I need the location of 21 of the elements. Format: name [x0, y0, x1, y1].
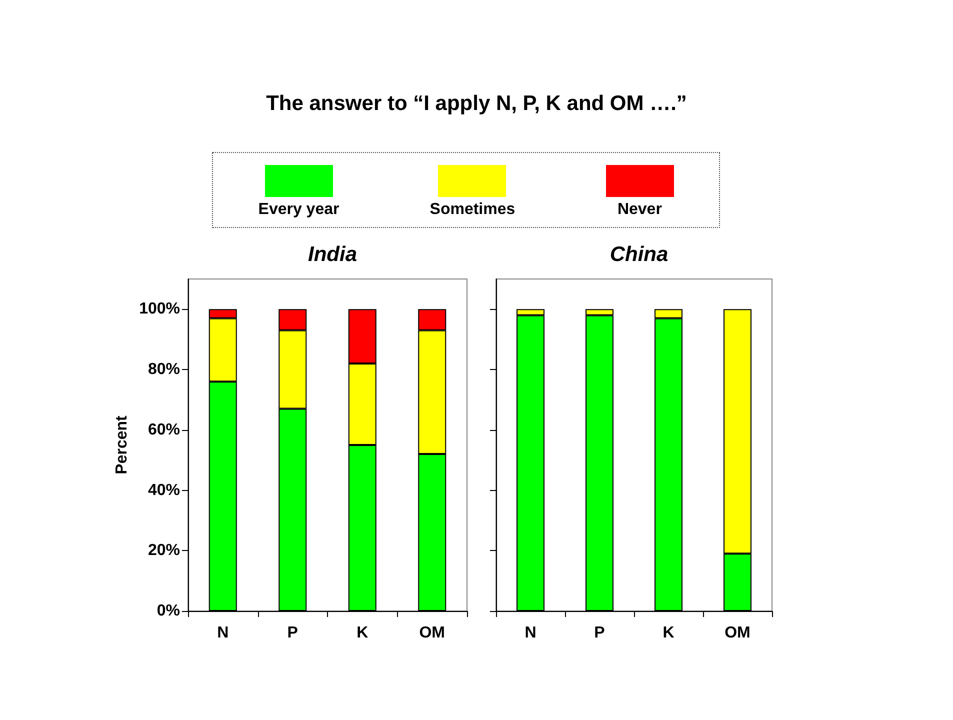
- x-tick-label: P: [287, 624, 298, 642]
- y-tick-label: 20%: [148, 542, 180, 560]
- y-tick-label: 100%: [139, 300, 180, 318]
- legend-label: Every year: [258, 201, 340, 219]
- y-tick-label: 0%: [156, 602, 180, 620]
- x-tick-label: N: [524, 624, 536, 642]
- y-tick-label: 80%: [148, 361, 180, 378]
- legend-label: Sometimes: [430, 201, 516, 219]
- chart-subtitle: India: [308, 243, 358, 266]
- y-tick-label: 40%: [148, 482, 180, 499]
- x-tick-label: K: [356, 624, 369, 642]
- y-axis-title: Percent: [114, 414, 130, 474]
- chart-title: The answer to “I apply N, P, K and OM ….”: [266, 92, 687, 115]
- x-tick-label: K: [662, 624, 675, 642]
- legend-label: Never: [617, 201, 662, 219]
- y-tick-label: 60%: [148, 421, 180, 438]
- x-tick-label: OM: [419, 624, 446, 642]
- x-tick-label: P: [594, 624, 606, 642]
- x-tick-label: OM: [724, 624, 750, 642]
- chart-title: China: [610, 243, 668, 266]
- x-tick-label: N: [217, 624, 229, 642]
